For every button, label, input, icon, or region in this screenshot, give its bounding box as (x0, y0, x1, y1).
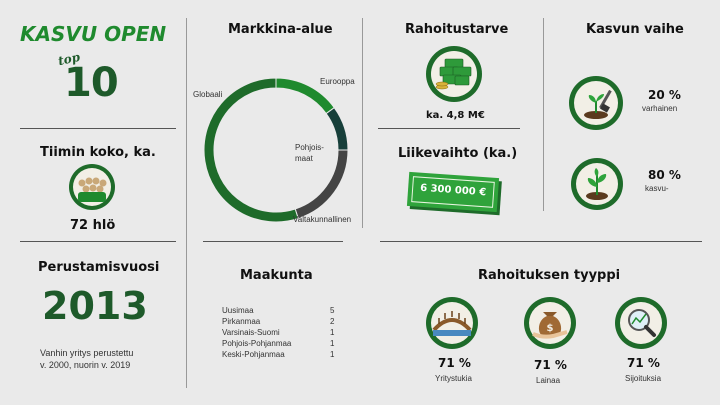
funding-type-heading: Rahoituksen tyyppi (478, 268, 621, 283)
banknote-icon: 6 300 000 € (406, 171, 500, 213)
money-bag-icon: $ (524, 297, 576, 349)
bridge-icon (426, 297, 478, 349)
money-stack-icon (426, 46, 482, 102)
divider (203, 241, 343, 242)
founding-heading: Perustamisvuosi (38, 260, 160, 275)
region-count: 1 (330, 339, 335, 348)
market-label-pohjoismaat-2: maat (295, 154, 313, 163)
region-name: Keski-Pohjanmaa (222, 350, 285, 359)
region-count: 1 (330, 350, 335, 359)
market-label-valtakunnallinen: Valtakunnallinen (293, 215, 352, 224)
divider (20, 128, 176, 129)
divider (543, 18, 544, 211)
divider (362, 18, 363, 228)
region-name: Pohjois-Pohjanmaa (222, 339, 292, 348)
team-icon (69, 164, 115, 210)
sprout-icon (571, 158, 623, 210)
divider (20, 241, 176, 242)
market-label-globaali: Globaali (193, 90, 223, 99)
growth-percent-1: 80 % (648, 168, 681, 182)
team-value: 72 hlö (70, 218, 116, 233)
growth-percent-0: 20 % (648, 88, 681, 102)
funding-need-value: ka. 4,8 M€ (426, 110, 485, 121)
growth-label-0: varhainen (642, 104, 678, 113)
region-name: Varsinais-Suomi (222, 328, 280, 337)
funding-need-heading: Rahoitustarve (405, 22, 509, 37)
divider (186, 18, 187, 388)
growth-label-1: kasvu- (645, 184, 669, 193)
region-heading: Maakunta (240, 268, 313, 283)
market-heading: Markkina-alue (228, 22, 333, 37)
divider (380, 241, 702, 242)
funding-type-percent-0: 71 % (438, 356, 471, 370)
funding-type-label-1: Lainaa (536, 376, 561, 385)
team-heading: Tiimin koko, ka. (40, 145, 156, 160)
svg-text:$: $ (547, 323, 554, 334)
magnifier-chart-icon (615, 297, 667, 349)
table-row: Varsinais-Suomi 1 (222, 328, 334, 339)
market-donut-chart (203, 77, 349, 223)
table-row: Pohjois-Pohjanmaa 1 (222, 339, 334, 350)
table-row: Pirkanmaa 2 (222, 317, 334, 328)
region-name: Pirkanmaa (222, 317, 261, 326)
region-count: 1 (330, 328, 335, 337)
donut-slice-pohjoismaat (325, 106, 349, 151)
funding-type-percent-1: 71 % (534, 358, 567, 372)
region-name: Uusimaa (222, 306, 254, 315)
seedling-icon (569, 76, 623, 130)
table-row: Uusimaa 5 (222, 306, 334, 317)
top-number: 10 (64, 60, 119, 106)
funding-type-label-2: Sijoituksia (625, 374, 662, 383)
revenue-heading: Liikevaihto (ka.) (398, 146, 518, 161)
market-label-pohjoismaat-1: Pohjois- (295, 143, 324, 152)
growth-heading: Kasvun vaihe (586, 22, 684, 37)
region-table: Uusimaa 5 Pirkanmaa 2 Varsinais-Suomi 1 Poh… (222, 306, 334, 361)
founding-note-1: Vanhin yritys perustettu (40, 348, 134, 358)
founding-note-2: v. 2000, nuorin v. 2019 (40, 360, 131, 370)
brand-title: KASVU OPEN (20, 22, 167, 46)
table-row: Keski-Pohjanmaa 1 (222, 350, 334, 361)
funding-type-percent-2: 71 % (627, 356, 660, 370)
divider (378, 128, 520, 129)
region-count: 5 (330, 306, 335, 315)
market-label-eurooppa: Eurooppa (320, 77, 355, 86)
funding-type-label-0: Yritystukia (435, 374, 472, 383)
region-count: 2 (330, 317, 335, 326)
founding-year: 2013 (42, 284, 148, 328)
donut-slice-globaali (203, 77, 299, 223)
